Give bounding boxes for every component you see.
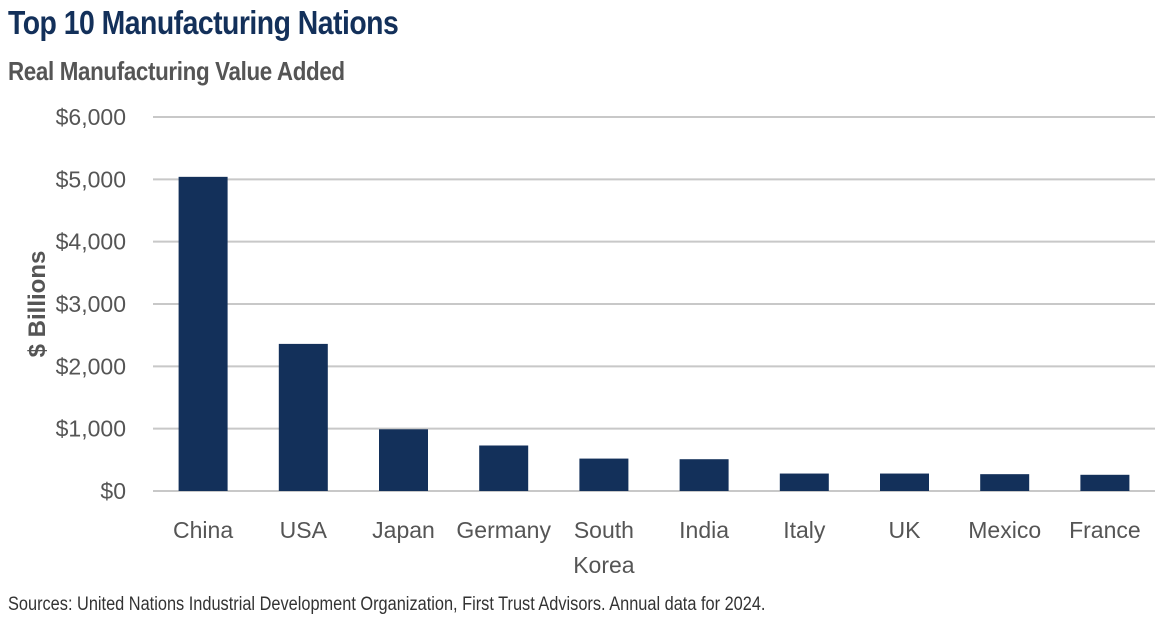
x-tick-label: USA [280, 517, 328, 543]
x-tick-label: Japan [372, 517, 435, 543]
y-tick-label: $5,000 [56, 166, 126, 192]
x-tick-label: South Korea [573, 517, 635, 578]
bar-japan [379, 429, 428, 491]
bar-south-korea [579, 458, 629, 491]
x-tick-label: Italy [783, 517, 826, 543]
chart-title: Top 10 Manufacturing Nations [8, 4, 399, 41]
y-tick-label: $2,000 [56, 353, 126, 379]
bar-china [178, 176, 228, 491]
x-tick-label: France [1069, 517, 1141, 543]
y-tick-label: $6,000 [56, 104, 126, 130]
y-tick-label: $0 [100, 478, 126, 504]
y-tick-label: $4,000 [56, 229, 126, 255]
y-tick-label: $3,000 [56, 291, 126, 317]
x-tick-label: India [679, 517, 729, 543]
x-tick-label: Germany [456, 517, 551, 543]
bar-france [1080, 474, 1130, 491]
x-tick-label: UK [889, 517, 922, 543]
bar-uk [880, 473, 929, 491]
bars [178, 176, 1130, 491]
y-axis-ticks: $0 $1,000 $2,000 $3,000 $4,000 $5,000 $6,000 [56, 104, 126, 504]
source-note: Sources: United Nations Industrial Devel… [8, 594, 766, 615]
bar-mexico [980, 474, 1030, 491]
bar-germany [479, 445, 529, 491]
x-tick-label: China [173, 517, 233, 543]
x-axis-ticks: China USA Japan Germany South Korea India Italy… [173, 517, 1141, 578]
y-tick-label: $1,000 [56, 416, 126, 442]
x-tick-label: Mexico [968, 517, 1041, 543]
bar-india [679, 459, 729, 491]
bar-usa [278, 343, 328, 491]
y-axis-title: $ Billions [24, 251, 51, 358]
chart-subtitle: Real Manufacturing Value Added [8, 56, 345, 86]
bar-italy [779, 473, 829, 491]
bar-chart: $0 $1,000 $2,000 $3,000 $4,000 $5,000 $6,000 C… [24, 104, 1155, 578]
